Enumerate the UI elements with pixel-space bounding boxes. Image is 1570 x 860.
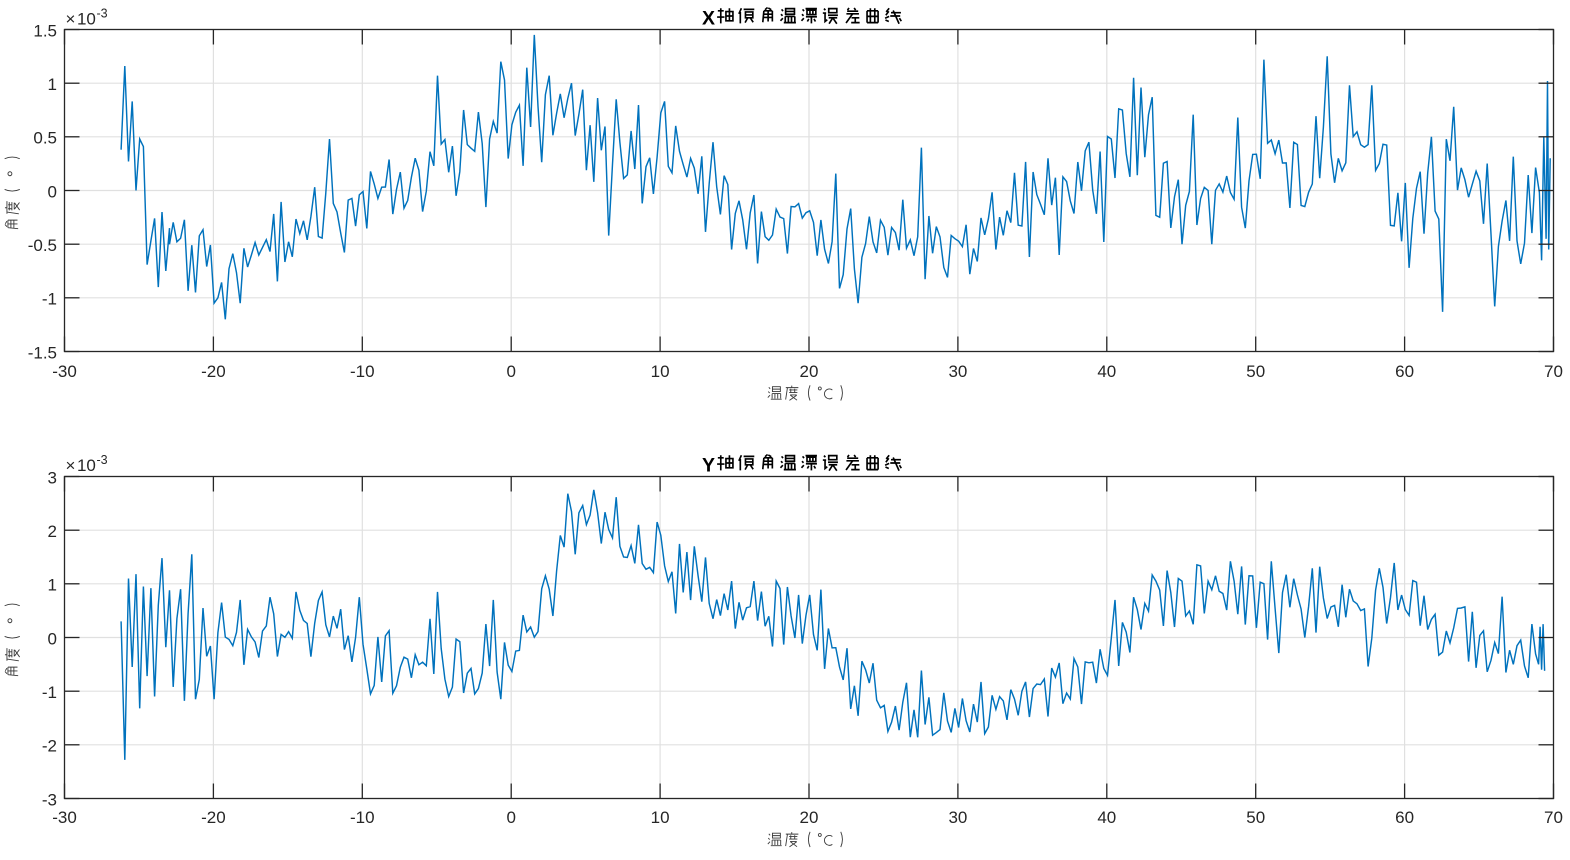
svg-text:10: 10: [651, 808, 670, 827]
svg-text:-1: -1: [42, 683, 57, 702]
svg-text:-3: -3: [97, 453, 108, 467]
svg-text:-3: -3: [42, 790, 57, 809]
svg-text:0: 0: [506, 808, 515, 827]
svg-text:-0.5: -0.5: [28, 236, 57, 255]
svg-text:Y: Y: [702, 454, 715, 476]
svg-text:30: 30: [948, 362, 967, 381]
svg-text:X: X: [702, 7, 715, 29]
svg-text:-30: -30: [52, 808, 77, 827]
svg-text:70: 70: [1544, 362, 1563, 381]
svg-text:10: 10: [651, 362, 670, 381]
svg-text:50: 50: [1246, 362, 1265, 381]
svg-text:50: 50: [1246, 808, 1265, 827]
svg-text:-1: -1: [42, 290, 57, 309]
svg-text:30: 30: [948, 808, 967, 827]
svg-text:-2: -2: [42, 737, 57, 756]
svg-text:-20: -20: [201, 808, 226, 827]
svg-text:70: 70: [1544, 808, 1563, 827]
svg-text:-1.5: -1.5: [28, 343, 57, 362]
svg-text:40: 40: [1097, 362, 1116, 381]
svg-text:-10: -10: [350, 808, 375, 827]
svg-text:-10: -10: [350, 362, 375, 381]
svg-text:0: 0: [506, 362, 515, 381]
svg-text:1.5: 1.5: [33, 21, 57, 40]
svg-text:0: 0: [48, 629, 57, 648]
svg-text:0.5: 0.5: [33, 129, 57, 148]
svg-text:-3: -3: [97, 7, 108, 21]
svg-text:20: 20: [800, 362, 819, 381]
svg-text:60: 60: [1395, 808, 1414, 827]
svg-text:×10: ×10: [66, 9, 96, 28]
svg-text:1: 1: [48, 576, 57, 595]
svg-text:20: 20: [800, 808, 819, 827]
svg-text:1: 1: [48, 75, 57, 94]
svg-text:-20: -20: [201, 362, 226, 381]
svg-text:3: 3: [48, 468, 57, 487]
svg-text:2: 2: [48, 522, 57, 541]
svg-text:60: 60: [1395, 362, 1414, 381]
svg-text:0: 0: [48, 182, 57, 201]
svg-text:-30: -30: [52, 362, 77, 381]
svg-text:×10: ×10: [66, 456, 96, 475]
svg-text:40: 40: [1097, 808, 1116, 827]
